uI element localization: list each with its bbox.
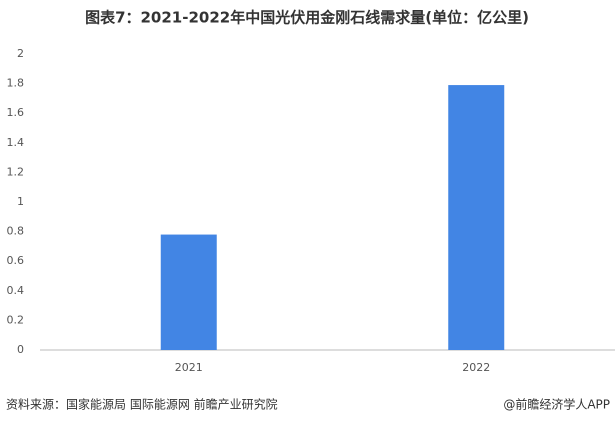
x-tick-label: 2022 <box>462 361 490 374</box>
y-tick-label: 2 <box>17 47 24 60</box>
bar <box>448 85 505 350</box>
y-tick-label: 1.6 <box>7 106 25 119</box>
x-tick-label: 2021 <box>175 361 203 374</box>
credit: @前瞻经济学人APP <box>503 397 610 412</box>
bar <box>160 234 217 350</box>
y-tick-label: 0.8 <box>7 225 25 238</box>
y-tick-label: 1.4 <box>7 136 25 149</box>
y-tick-label: 1 <box>17 195 24 208</box>
y-tick-label: 1.2 <box>7 165 25 178</box>
y-tick-label: 0.4 <box>7 284 25 297</box>
chart-title: 图表7：2021-2022年中国光伏用金刚石线需求量(单位：亿公里) <box>85 9 529 27</box>
y-tick-label: 1.8 <box>7 77 25 90</box>
y-tick-label: 0 <box>17 343 24 356</box>
y-tick-label: 0.2 <box>7 313 25 326</box>
y-tick-label: 0.6 <box>7 254 25 267</box>
source-note: 资料来源：国家能源局 国际能源网 前瞻产业研究院 <box>6 397 278 412</box>
